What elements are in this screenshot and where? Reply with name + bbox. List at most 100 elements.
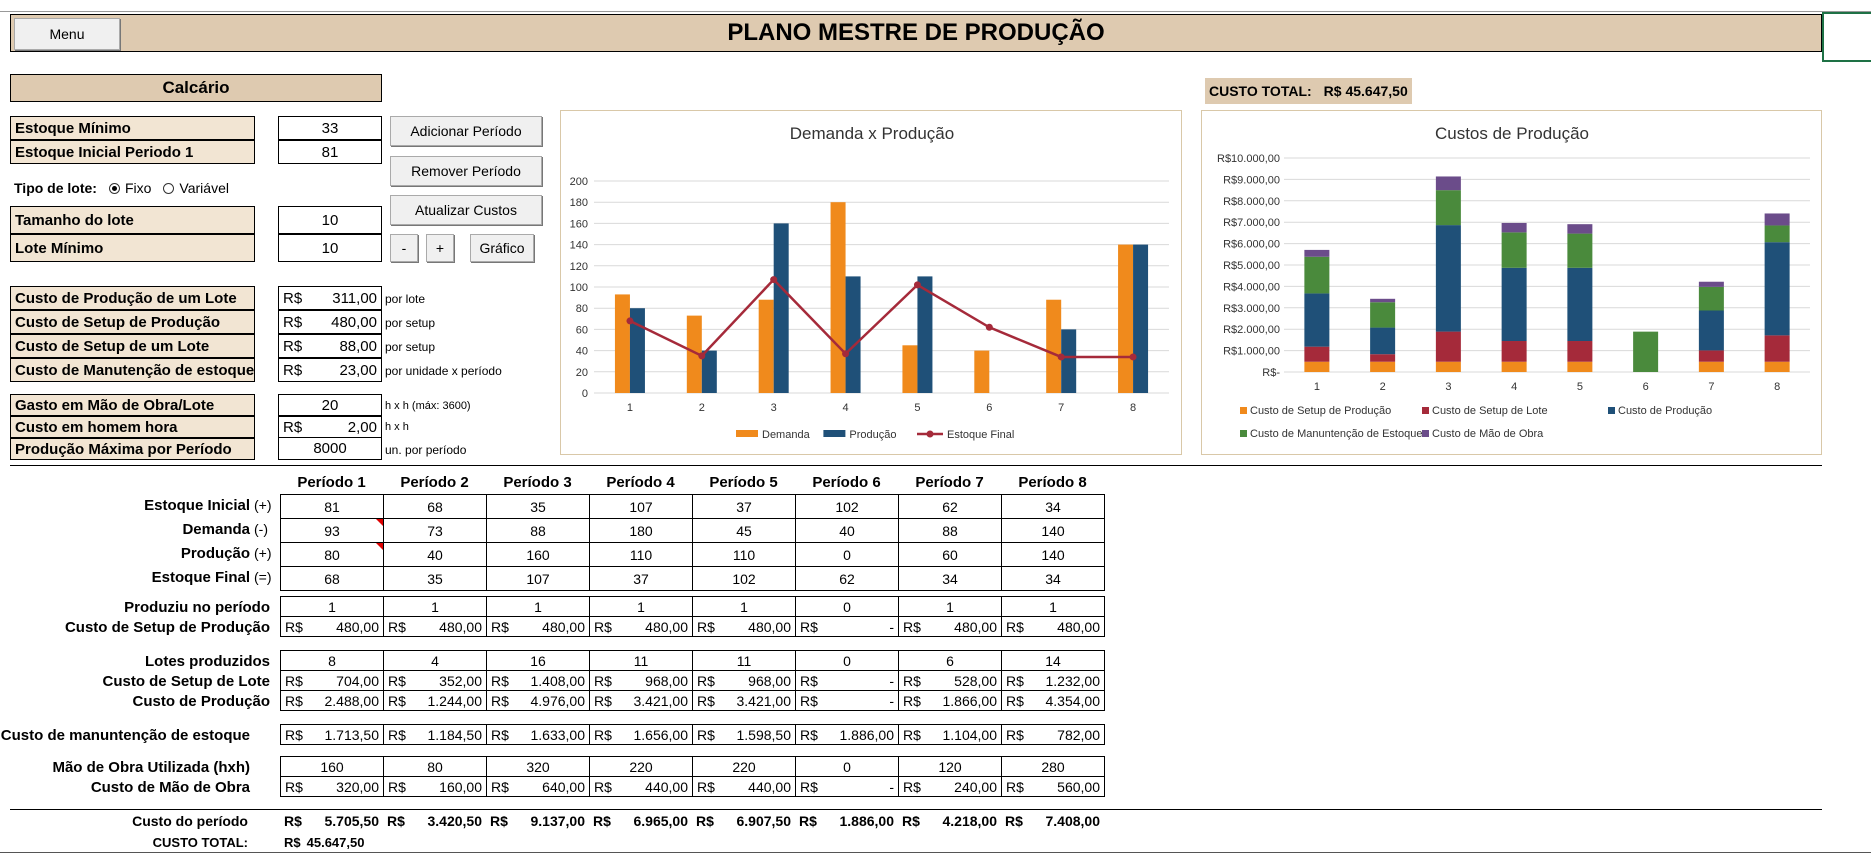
- table-cell[interactable]: 1: [589, 596, 693, 617]
- table-cell[interactable]: R$ 3.421,00: [692, 690, 796, 711]
- table-cell[interactable]: 160: [486, 542, 590, 567]
- gasto-mao-obra-input[interactable]: 20: [278, 394, 382, 416]
- table-cell[interactable]: 180: [589, 518, 693, 543]
- table-cell[interactable]: 81: [280, 494, 384, 519]
- table-cell[interactable]: R$ 480,00: [1001, 616, 1105, 637]
- table-cell[interactable]: 80: [280, 542, 384, 567]
- adicionar-periodo-button[interactable]: Adicionar Período: [390, 116, 542, 146]
- table-cell[interactable]: 160: [280, 756, 384, 777]
- chart-demanda-producao[interactable]: Demanda x Produção 0 20 40 60 80 100 120 140 160 1…: [560, 110, 1182, 455]
- table-cell[interactable]: R$ 480,00: [486, 616, 590, 637]
- table-cell[interactable]: R$ 1.104,00: [898, 724, 1002, 745]
- table-cell[interactable]: 220: [692, 756, 796, 777]
- table-cell[interactable]: R$ 440,00: [692, 776, 796, 797]
- table-cell[interactable]: R$ 480,00: [898, 616, 1002, 637]
- table-cell[interactable]: R$ 480,00: [692, 616, 796, 637]
- table-cell[interactable]: 11: [692, 650, 796, 671]
- table-cell[interactable]: 8: [280, 650, 384, 671]
- custo-setup-producao-input[interactable]: R$ 480,00: [278, 310, 382, 334]
- table-cell[interactable]: 220: [589, 756, 693, 777]
- table-cell[interactable]: 0: [795, 596, 899, 617]
- table-cell[interactable]: R$ 480,00: [280, 616, 384, 637]
- table-cell[interactable]: R$ 440,00: [589, 776, 693, 797]
- remover-periodo-button[interactable]: Remover Período: [390, 156, 542, 186]
- table-cell[interactable]: 14: [1001, 650, 1105, 671]
- table-cell[interactable]: R$ 782,00: [1001, 724, 1105, 745]
- table-cell[interactable]: 68: [280, 566, 384, 591]
- custo-setup-lote-input[interactable]: R$ 88,00: [278, 334, 382, 358]
- table-cell[interactable]: R$ 3.421,00: [589, 690, 693, 711]
- table-cell[interactable]: R$ 528,00: [898, 670, 1002, 691]
- table-cell[interactable]: R$ 1.713,50: [280, 724, 384, 745]
- table-cell[interactable]: 120: [898, 756, 1002, 777]
- table-cell[interactable]: R$ -: [795, 690, 899, 711]
- table-cell[interactable]: 6: [898, 650, 1002, 671]
- table-cell[interactable]: 40: [795, 518, 899, 543]
- table-cell[interactable]: R$ 968,00: [692, 670, 796, 691]
- table-cell[interactable]: R$ 160,00: [383, 776, 487, 797]
- table-cell[interactable]: R$ 480,00: [383, 616, 487, 637]
- table-cell[interactable]: 62: [795, 566, 899, 591]
- table-cell[interactable]: R$ -: [795, 616, 899, 637]
- table-cell[interactable]: 16: [486, 650, 590, 671]
- table-cell[interactable]: 1: [1001, 596, 1105, 617]
- table-cell[interactable]: 60: [898, 542, 1002, 567]
- producao-maxima-input[interactable]: 8000: [278, 438, 382, 460]
- table-cell[interactable]: 102: [692, 566, 796, 591]
- table-cell[interactable]: R$ 560,00: [1001, 776, 1105, 797]
- table-cell[interactable]: R$ 1.633,00: [486, 724, 590, 745]
- grafico-button[interactable]: Gráfico: [470, 234, 534, 262]
- lote-minimo-input[interactable]: 10: [278, 234, 382, 262]
- table-cell[interactable]: 0: [795, 650, 899, 671]
- table-cell[interactable]: 1: [383, 596, 487, 617]
- table-cell[interactable]: 1: [692, 596, 796, 617]
- custo-producao-lote-input[interactable]: R$ 311,00: [278, 286, 382, 310]
- table-cell[interactable]: 34: [1001, 566, 1105, 591]
- table-cell[interactable]: 11: [589, 650, 693, 671]
- table-cell[interactable]: R$ 640,00: [486, 776, 590, 797]
- table-cell[interactable]: R$ 240,00: [898, 776, 1002, 797]
- selected-cell[interactable]: [1822, 12, 1871, 62]
- table-cell[interactable]: 1: [280, 596, 384, 617]
- table-cell[interactable]: R$ 1.866,00: [898, 690, 1002, 711]
- custo-homem-hora-input[interactable]: R$ 2,00: [278, 416, 382, 438]
- table-cell[interactable]: R$ 1.232,00: [1001, 670, 1105, 691]
- table-cell[interactable]: 0: [795, 756, 899, 777]
- table-cell[interactable]: 140: [1001, 518, 1105, 543]
- table-cell[interactable]: R$ 1.598,50: [692, 724, 796, 745]
- table-cell[interactable]: R$ 1.886,00: [795, 724, 899, 745]
- estoque-minimo-input[interactable]: 33: [278, 116, 382, 140]
- plus-button[interactable]: +: [426, 234, 454, 262]
- table-cell[interactable]: 102: [795, 494, 899, 519]
- radio-variavel[interactable]: Variável: [163, 180, 229, 196]
- table-cell[interactable]: 4: [383, 650, 487, 671]
- tamanho-lote-input[interactable]: 10: [278, 206, 382, 234]
- table-cell[interactable]: 107: [589, 494, 693, 519]
- table-cell[interactable]: 107: [486, 566, 590, 591]
- table-cell[interactable]: R$ 1.184,50: [383, 724, 487, 745]
- table-cell[interactable]: 35: [383, 566, 487, 591]
- table-cell[interactable]: 68: [383, 494, 487, 519]
- table-cell[interactable]: 88: [898, 518, 1002, 543]
- table-cell[interactable]: R$ 1.656,00: [589, 724, 693, 745]
- custo-manutencao-input[interactable]: R$ 23,00: [278, 358, 382, 382]
- table-cell[interactable]: R$ 4.354,00: [1001, 690, 1105, 711]
- table-cell[interactable]: 88: [486, 518, 590, 543]
- table-cell[interactable]: R$ 1.408,00: [486, 670, 590, 691]
- table-cell[interactable]: 34: [898, 566, 1002, 591]
- table-cell[interactable]: 73: [383, 518, 487, 543]
- table-cell[interactable]: 37: [692, 494, 796, 519]
- table-cell[interactable]: 37: [589, 566, 693, 591]
- table-cell[interactable]: R$ 320,00: [280, 776, 384, 797]
- table-cell[interactable]: 35: [486, 494, 590, 519]
- table-cell[interactable]: 40: [383, 542, 487, 567]
- table-cell[interactable]: 1: [898, 596, 1002, 617]
- table-cell[interactable]: 140: [1001, 542, 1105, 567]
- table-cell[interactable]: R$ 2.488,00: [280, 690, 384, 711]
- table-cell[interactable]: 280: [1001, 756, 1105, 777]
- table-cell[interactable]: R$ 1.244,00: [383, 690, 487, 711]
- table-cell[interactable]: R$ 968,00: [589, 670, 693, 691]
- table-cell[interactable]: R$ -: [795, 776, 899, 797]
- table-cell[interactable]: R$ 480,00: [589, 616, 693, 637]
- table-cell[interactable]: 45: [692, 518, 796, 543]
